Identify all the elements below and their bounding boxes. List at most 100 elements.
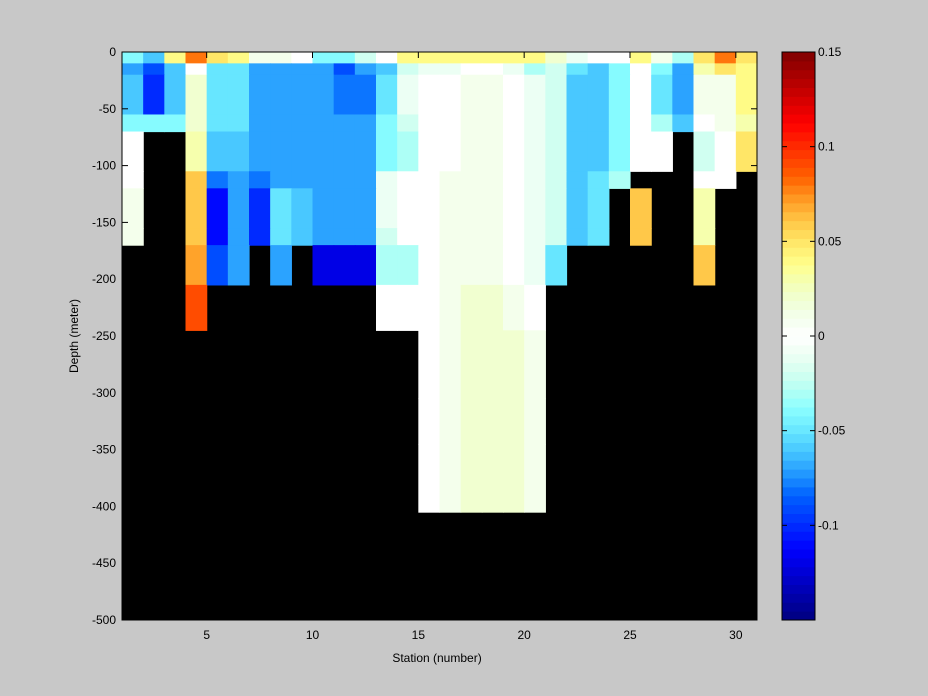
heatmap-cell: [333, 131, 356, 172]
heatmap-cell: [227, 188, 250, 229]
heatmap-cell: [672, 74, 695, 116]
heatmap-cell: [227, 63, 250, 76]
heatmap-cell: [524, 245, 546, 286]
heatmap-cell: [439, 398, 462, 445]
heatmap-cell: [608, 171, 631, 189]
heatmap-cell: [291, 52, 314, 64]
heatmap-cell: [354, 63, 377, 76]
heatmap-cell: [714, 114, 737, 133]
heatmap-cell: [587, 52, 610, 64]
heatmap-cell: [185, 171, 208, 189]
heatmap-cell: [354, 131, 377, 172]
heatmap-cell: [545, 63, 568, 76]
heatmap-cell: [376, 284, 398, 331]
heatmap-cell: [439, 74, 462, 116]
heatmap-cell: [566, 63, 589, 76]
colorbar-segment: [782, 460, 815, 470]
heatmap-cell: [354, 52, 377, 64]
heatmap-cell: [270, 188, 292, 229]
heatmap-cell: [503, 284, 525, 331]
heatmap-cell: [312, 114, 335, 133]
heatmap-cell: [630, 131, 652, 172]
y-axis-ticks: 0 -50 -100 -150 -200 -250 -300 -350 -400 -450 -500: [92, 45, 757, 627]
heatmap-cell: [545, 114, 568, 133]
colorbar-segment: [782, 202, 815, 213]
heatmap-cell: [545, 52, 568, 64]
heatmap-cell: [481, 398, 504, 445]
heatmap-cell: [587, 228, 610, 246]
colorbar-segment: [782, 389, 815, 399]
x-tick-label: 15: [412, 628, 426, 642]
heatmap-cell: [333, 171, 356, 189]
heatmap-cell: [503, 330, 525, 400]
colorbar-segment: [782, 273, 815, 284]
heatmap-cell: [270, 63, 292, 76]
y-tick-label: -500: [92, 613, 116, 627]
heatmap-cell: [608, 131, 631, 172]
heatmap-cell: [185, 228, 208, 246]
colorbar-segment: [782, 300, 815, 310]
colorbar-ticks: 0.15 0.1 0.05 0 -0.05 -0.1: [782, 45, 846, 532]
heatmap-cell: [460, 330, 483, 400]
colorbar-segment: [782, 220, 815, 231]
heatmap-cell: [587, 63, 610, 76]
heatmap-cell: [439, 330, 462, 400]
heatmap-cell: [481, 63, 504, 76]
heatmap-cell: [587, 114, 610, 133]
heatmap-cell: [524, 171, 546, 189]
heatmap-cell: [735, 74, 758, 116]
heatmap-cell: [524, 188, 546, 229]
heatmap-cell: [185, 245, 208, 286]
heatmap-cell: [651, 63, 673, 76]
heatmap-cell: [312, 245, 335, 286]
x-axis-label: Station (number): [392, 651, 481, 665]
colorbar-segment: [782, 469, 815, 479]
heatmap-cell: [312, 63, 335, 76]
colorbar-segment: [782, 318, 815, 328]
colorbar-segment: [782, 336, 815, 346]
heatmap-cell: [714, 131, 737, 172]
colorbar-segment: [782, 291, 815, 302]
heatmap-cell: [227, 131, 250, 172]
colorbar-segment: [782, 433, 815, 444]
x-tick-label: 25: [623, 628, 637, 642]
heatmap-cell: [333, 245, 356, 286]
heatmap-cell: [503, 131, 525, 172]
heatmap-cell: [481, 284, 504, 331]
colorbar-segment: [782, 123, 815, 133]
heatmap-cell: [291, 114, 314, 133]
heatmap-cell: [630, 188, 652, 229]
heatmap-cell: [439, 443, 462, 513]
heatmap-cell: [693, 74, 716, 116]
heatmap-cell: [397, 171, 419, 189]
heatmap-cell: [418, 188, 441, 229]
heatmap-cell: [206, 131, 229, 172]
heatmap-cell: [249, 188, 271, 229]
heatmap-cell: [418, 245, 441, 286]
heatmap-cell: [524, 131, 546, 172]
heatmap-cell: [270, 74, 292, 116]
heatmap-cell: [333, 74, 356, 116]
colorbar-segment: [782, 194, 815, 204]
heatmap-cell: [249, 171, 271, 189]
heatmap-cell: [524, 443, 546, 513]
heatmap-cell: [397, 245, 419, 286]
colorbar-segment: [782, 531, 815, 541]
heatmap-cell: [545, 228, 568, 246]
heatmap-cell: [291, 171, 314, 189]
heatmap-cell: [460, 114, 483, 133]
colorbar-segment: [782, 158, 815, 168]
heatmap-cell: [270, 228, 292, 246]
heatmap-cell: [460, 443, 483, 513]
heatmap-cell: [312, 188, 335, 229]
heatmap-cell: [481, 245, 504, 286]
heatmap-cell: [460, 284, 483, 331]
heatmap-cell: [249, 52, 271, 64]
heatmap-cell: [460, 131, 483, 172]
heatmap-cell: [439, 131, 462, 172]
heatmap-cell: [418, 398, 441, 445]
colorbar-segment: [782, 69, 815, 80]
y-tick-label: -250: [92, 329, 116, 343]
heatmap-cell: [439, 171, 462, 189]
heatmap-cell: [566, 171, 589, 189]
